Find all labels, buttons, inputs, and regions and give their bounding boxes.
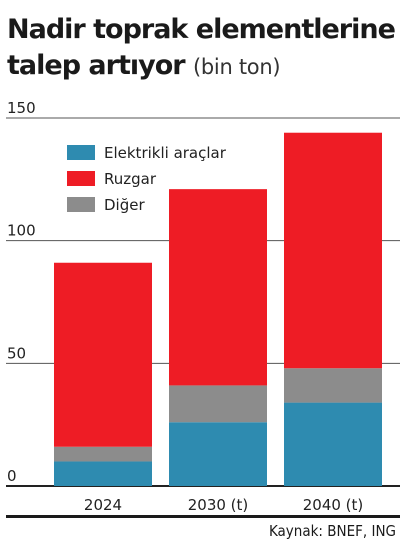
y-tick-label: 0 — [7, 467, 17, 485]
bar-segment-ruzgar-2 — [284, 132, 382, 369]
legend: Elektrikli araçlar Ruzgar Diğer — [67, 144, 227, 214]
legend-swatch — [67, 197, 95, 212]
source-note: Kaynak: BNEF, ING — [268, 522, 396, 540]
title-line2: talep artıyor — [7, 50, 186, 81]
legend-label: Elektrikli araçlar — [104, 144, 227, 162]
x-axis-labels: 2024 2030 (t) 2040 (t) — [6, 496, 400, 518]
x-tick-label: 2040 (t) — [303, 496, 364, 514]
bar-segment-di-er-1 — [169, 385, 267, 423]
bar-segment-elektrikli-ara-lar-0 — [54, 461, 152, 486]
legend-label: Diğer — [104, 196, 145, 214]
bar-segment-ruzgar-1 — [169, 189, 267, 386]
y-tick-label: 150 — [7, 99, 36, 117]
legend-swatch — [67, 171, 95, 186]
footer-rule — [6, 515, 400, 518]
x-tick-label: 2024 — [84, 496, 122, 514]
bars — [54, 132, 382, 486]
legend-label: Ruzgar — [104, 170, 157, 188]
y-tick-label: 50 — [7, 344, 26, 362]
title-unit: (bin ton) — [193, 55, 281, 79]
bar-segment-elektrikli-ara-lar-2 — [284, 402, 382, 486]
x-tick-label: 2030 (t) — [188, 496, 249, 514]
title-line1: Nadir toprak elementlerine — [7, 14, 396, 45]
y-tick-label: 100 — [7, 222, 36, 240]
bar-segment-di-er-0 — [54, 446, 152, 462]
bar-segment-elektrikli-ara-lar-1 — [169, 422, 267, 486]
bar-segment-di-er-2 — [284, 368, 382, 403]
bar-segment-ruzgar-0 — [54, 262, 152, 447]
chart-title: Nadir toprak elementlerine talep artıyor … — [7, 12, 403, 85]
legend-swatch — [67, 145, 95, 160]
